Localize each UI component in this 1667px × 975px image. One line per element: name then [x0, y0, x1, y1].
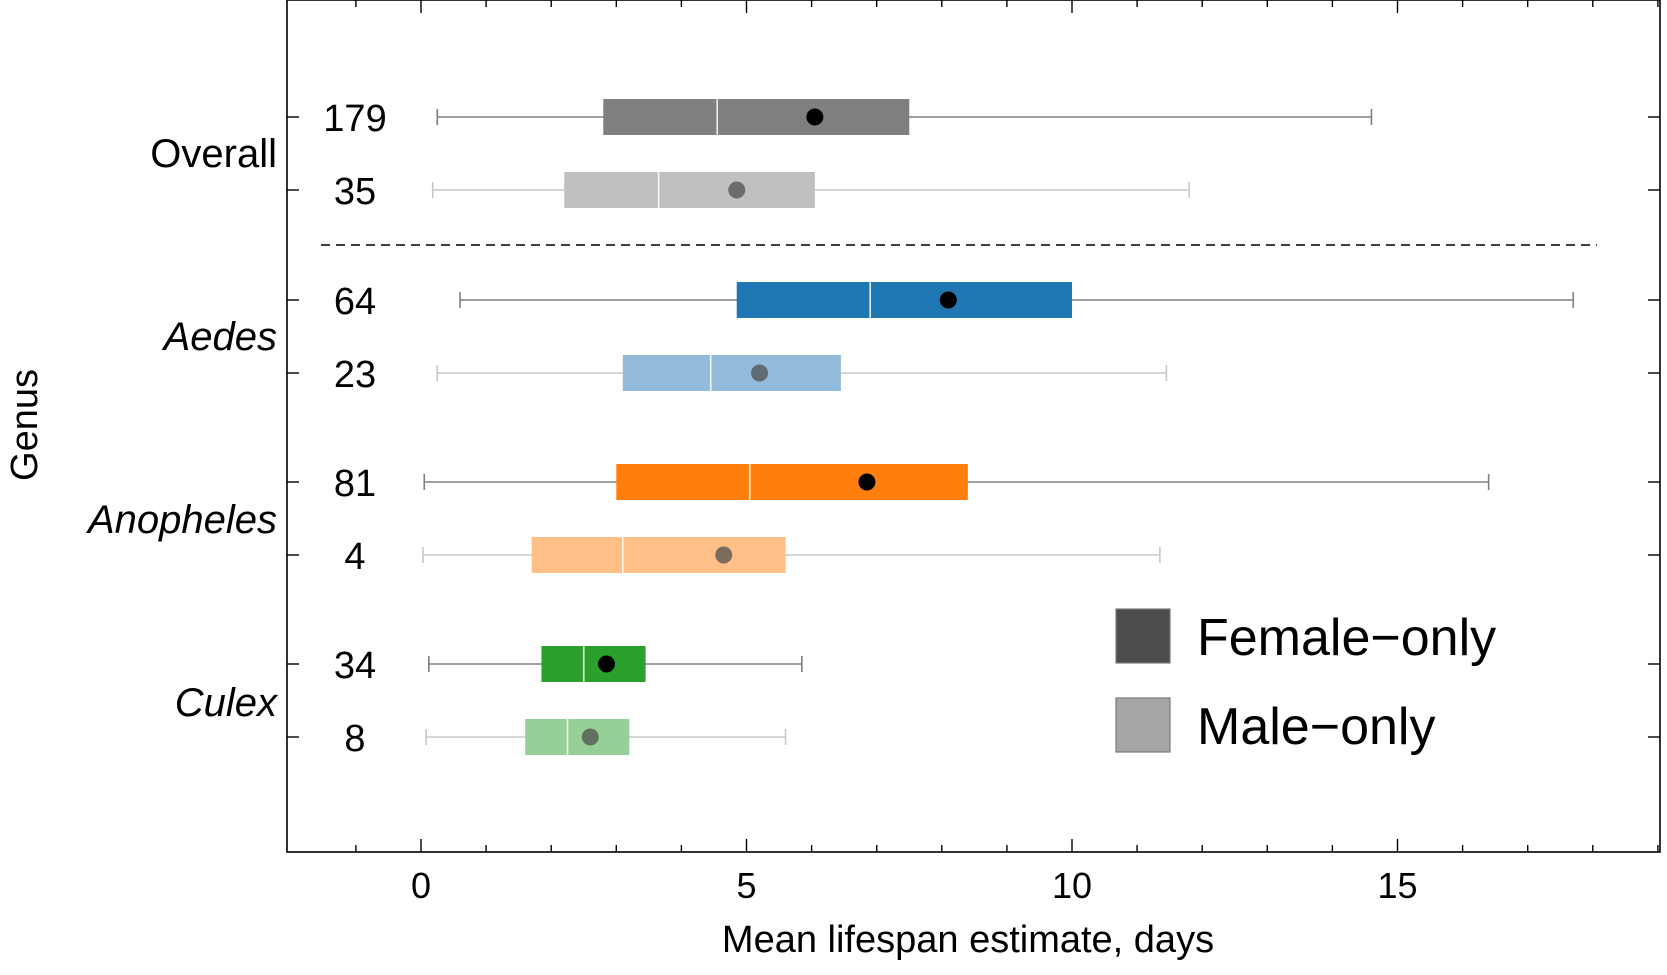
legend-swatch: [1115, 608, 1171, 664]
sample-count-label: 35: [334, 171, 376, 213]
mean-marker: [715, 546, 733, 564]
mean-marker: [581, 728, 599, 746]
group-label-anopheles: Anopheles: [86, 498, 277, 542]
mean-marker: [598, 655, 616, 673]
iqr-box: [541, 646, 646, 682]
group-label-overall: Overall: [150, 132, 277, 176]
iqr-box: [564, 172, 815, 208]
sample-count-label: 64: [334, 281, 376, 323]
group-label-aedes: Aedes: [162, 315, 277, 359]
group-label-culex: Culex: [175, 681, 279, 725]
plot-layer: 179 35 Overall 64 23 Aedes 81 4 Anopheles 34 8 Cule…: [86, 0, 1661, 906]
sample-count-label: 8: [344, 718, 365, 760]
sample-count-label: 34: [334, 645, 376, 687]
mean-marker: [939, 291, 957, 309]
mean-marker: [728, 181, 746, 199]
iqr-box: [525, 719, 630, 755]
x-tick-label: 10: [1052, 865, 1092, 906]
iqr-box: [616, 464, 968, 500]
iqr-box: [531, 537, 786, 573]
mean-marker: [806, 108, 824, 126]
sample-count-label: 4: [344, 536, 365, 578]
x-tick-label: 5: [736, 865, 756, 906]
plot-frame: [286, 0, 1661, 853]
sample-count-label: 23: [334, 354, 376, 396]
legend-swatch: [1115, 697, 1171, 753]
iqr-box: [736, 282, 1072, 318]
sample-count-label: 179: [323, 98, 386, 140]
legend-label: Male−only: [1197, 698, 1435, 756]
sample-count-label: 81: [334, 463, 376, 505]
mean-marker: [751, 364, 769, 382]
mean-marker: [858, 473, 876, 491]
y-axis-title: Genus: [4, 369, 46, 481]
legend-label: Female−only: [1197, 609, 1496, 667]
iqr-box: [603, 99, 910, 135]
iqr-box: [622, 355, 841, 391]
x-tick-label: 0: [411, 865, 431, 906]
x-tick-label: 15: [1377, 865, 1417, 906]
x-axis-title: Mean lifespan estimate, days: [722, 919, 1214, 961]
